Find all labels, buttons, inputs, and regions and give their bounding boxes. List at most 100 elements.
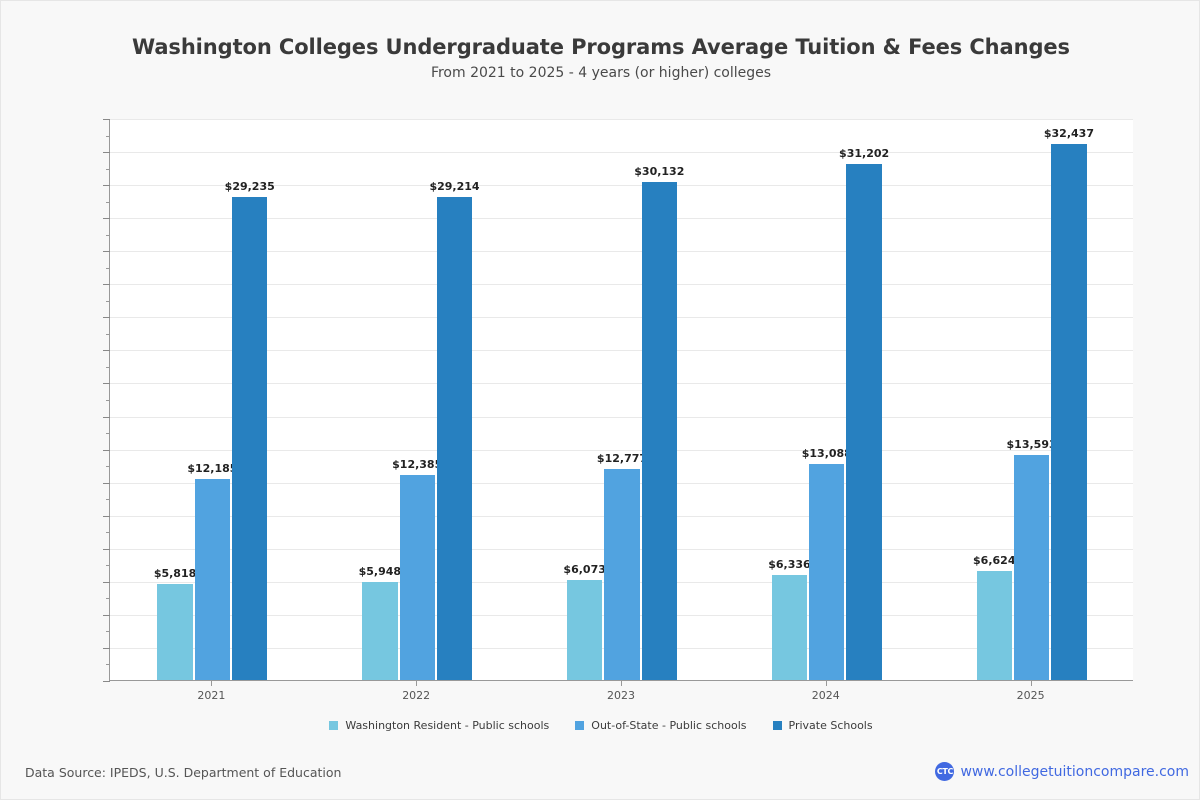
legend-swatch-icon xyxy=(772,721,782,730)
legend-item-3[interactable]: Private Schools xyxy=(772,719,873,732)
bar-2023-series3[interactable]: $30,132 xyxy=(634,165,684,680)
gridline xyxy=(110,416,1133,418)
page-subtitle: From 2021 to 2025 - 4 years (or higher) … xyxy=(430,65,772,81)
x-axis-tick xyxy=(1030,681,1032,686)
gridline xyxy=(110,449,1133,451)
bar-value-label: $29,235 xyxy=(224,179,275,193)
bar-value-label: $5,948 xyxy=(358,564,402,578)
y-axis-minor-tick xyxy=(106,598,110,600)
y-axis-tick xyxy=(103,482,110,484)
y-axis-minor-tick xyxy=(106,631,110,633)
bar-2021-series3[interactable]: $29,235 xyxy=(225,180,275,680)
gridline xyxy=(110,317,1133,319)
y-axis-minor-tick xyxy=(106,267,110,269)
bar-2025-series1[interactable]: $6,624 xyxy=(973,554,1015,680)
gridline xyxy=(110,284,1133,286)
x-axis-tick xyxy=(825,681,827,686)
y-axis-minor-tick xyxy=(106,565,110,567)
gridline xyxy=(110,251,1133,253)
bar-value-label: $13,593 xyxy=(1006,438,1057,452)
y-axis-tick xyxy=(103,383,110,385)
bar-value-label: $6,073 xyxy=(563,562,606,576)
legend-item-2[interactable]: Out-of-State - Public schools xyxy=(575,719,747,732)
plot-wrapper: $5,818 $12,185 $29,235 $5,948 $12,385 $29,214… xyxy=(103,119,1133,702)
bar-value-label: $29,214 xyxy=(429,180,480,194)
y-axis-minor-tick xyxy=(106,201,110,203)
x-axis-tick xyxy=(621,681,622,686)
y-axis-minor-tick xyxy=(106,400,110,401)
legend-item-1[interactable]: Washington Resident - Public schools xyxy=(329,719,549,732)
gridline xyxy=(110,119,1133,120)
y-axis-minor-tick xyxy=(106,300,110,302)
y-axis-minor-tick xyxy=(106,234,110,236)
bar-value-label: $32,437 xyxy=(1043,126,1094,140)
y-axis-tick xyxy=(103,350,110,352)
y-axis-minor-tick xyxy=(106,135,110,137)
y-axis-minor-tick xyxy=(106,466,110,468)
legend-label: Out-of-State - Public schools xyxy=(591,719,747,732)
y-axis-minor-tick xyxy=(106,664,110,666)
bar-value-label: $12,185 xyxy=(187,461,238,475)
legend-swatch-icon xyxy=(329,721,339,730)
y-axis-tick xyxy=(103,548,110,550)
bar-2022-series1[interactable]: $5,948 xyxy=(359,565,401,680)
bar-2024-series1[interactable]: $6,336 xyxy=(768,558,811,680)
legend-label: Washington Resident - Public schools xyxy=(345,719,550,732)
y-axis-tick xyxy=(103,416,110,418)
brand-url-link[interactable]: www.collegetuitioncompare.com xyxy=(960,763,1189,780)
y-axis-tick xyxy=(103,449,110,451)
x-axis-label-2022: 2022 xyxy=(402,689,431,702)
y-axis-minor-tick xyxy=(106,366,110,368)
y-axis-tick xyxy=(103,317,110,319)
y-axis-minor-tick xyxy=(106,168,110,170)
brand-watermark[interactable]: CTC www.collegetuitioncompare.com xyxy=(935,762,1189,781)
x-axis-label-2024: 2024 xyxy=(811,689,840,702)
bar-2024-series3[interactable]: $31,202 xyxy=(839,147,889,680)
bar-value-label: $31,202 xyxy=(839,147,890,161)
bar-value-label: $30,132 xyxy=(634,164,685,178)
y-axis-tick xyxy=(103,681,110,682)
bar-2021-series1[interactable]: $5,818 xyxy=(154,567,196,680)
x-axis-label-2021: 2021 xyxy=(197,689,226,702)
bar-value-label: $13,088 xyxy=(801,446,852,460)
bar-2025-series2[interactable]: $13,593 xyxy=(1007,438,1057,680)
gridline xyxy=(110,218,1133,220)
y-axis-tick xyxy=(103,185,110,187)
y-axis-tick xyxy=(103,647,110,649)
bar-value-label: $12,385 xyxy=(392,458,443,472)
data-source-text: Data Source: IPEDS, U.S. Department of E… xyxy=(25,765,342,780)
bar-2024-series2[interactable]: $13,088 xyxy=(802,447,852,680)
y-axis-minor-tick xyxy=(106,532,110,534)
y-axis-tick xyxy=(103,218,110,220)
bar-value-label: $5,818 xyxy=(153,566,197,580)
y-axis-tick xyxy=(103,581,110,583)
chart-legend: Washington Resident - Public schools Out-… xyxy=(1,719,1200,732)
y-axis-tick xyxy=(103,284,110,286)
ctc-logo-icon: CTC xyxy=(935,762,955,781)
legend-swatch-icon xyxy=(575,721,585,730)
y-axis-minor-tick xyxy=(106,499,110,501)
gridline xyxy=(110,383,1133,385)
y-axis-tick xyxy=(103,152,110,154)
y-axis-minor-tick xyxy=(106,333,110,335)
y-axis-minor-tick xyxy=(106,433,110,435)
bar-value-label: $6,336 xyxy=(768,558,811,572)
x-axis-label-2025: 2025 xyxy=(1016,689,1045,702)
bar-2021-series2[interactable]: $12,185 xyxy=(187,462,237,680)
x-axis-label-2023: 2023 xyxy=(607,689,635,702)
bar-value-label: $12,777 xyxy=(596,451,648,465)
y-axis-tick xyxy=(103,614,110,616)
bar-2022-series3[interactable]: $29,214 xyxy=(429,180,480,680)
y-axis-tick xyxy=(103,251,110,253)
y-axis-tick xyxy=(103,515,110,517)
plot-area: $5,818 $12,185 $29,235 $5,948 $12,385 $29,214… xyxy=(103,119,1133,682)
gridline xyxy=(110,152,1133,154)
bar-value-label: $6,624 xyxy=(973,553,1016,567)
gridline xyxy=(110,185,1133,187)
x-axis-tick xyxy=(416,681,418,686)
bar-2023-series1[interactable]: $6,073 xyxy=(563,563,606,680)
bar-2025-series3[interactable]: $32,437 xyxy=(1044,127,1094,680)
bar-2022-series2[interactable]: $12,385 xyxy=(392,458,442,680)
bar-2023-series2[interactable]: $12,777 xyxy=(597,452,647,680)
x-axis-tick xyxy=(211,681,213,686)
